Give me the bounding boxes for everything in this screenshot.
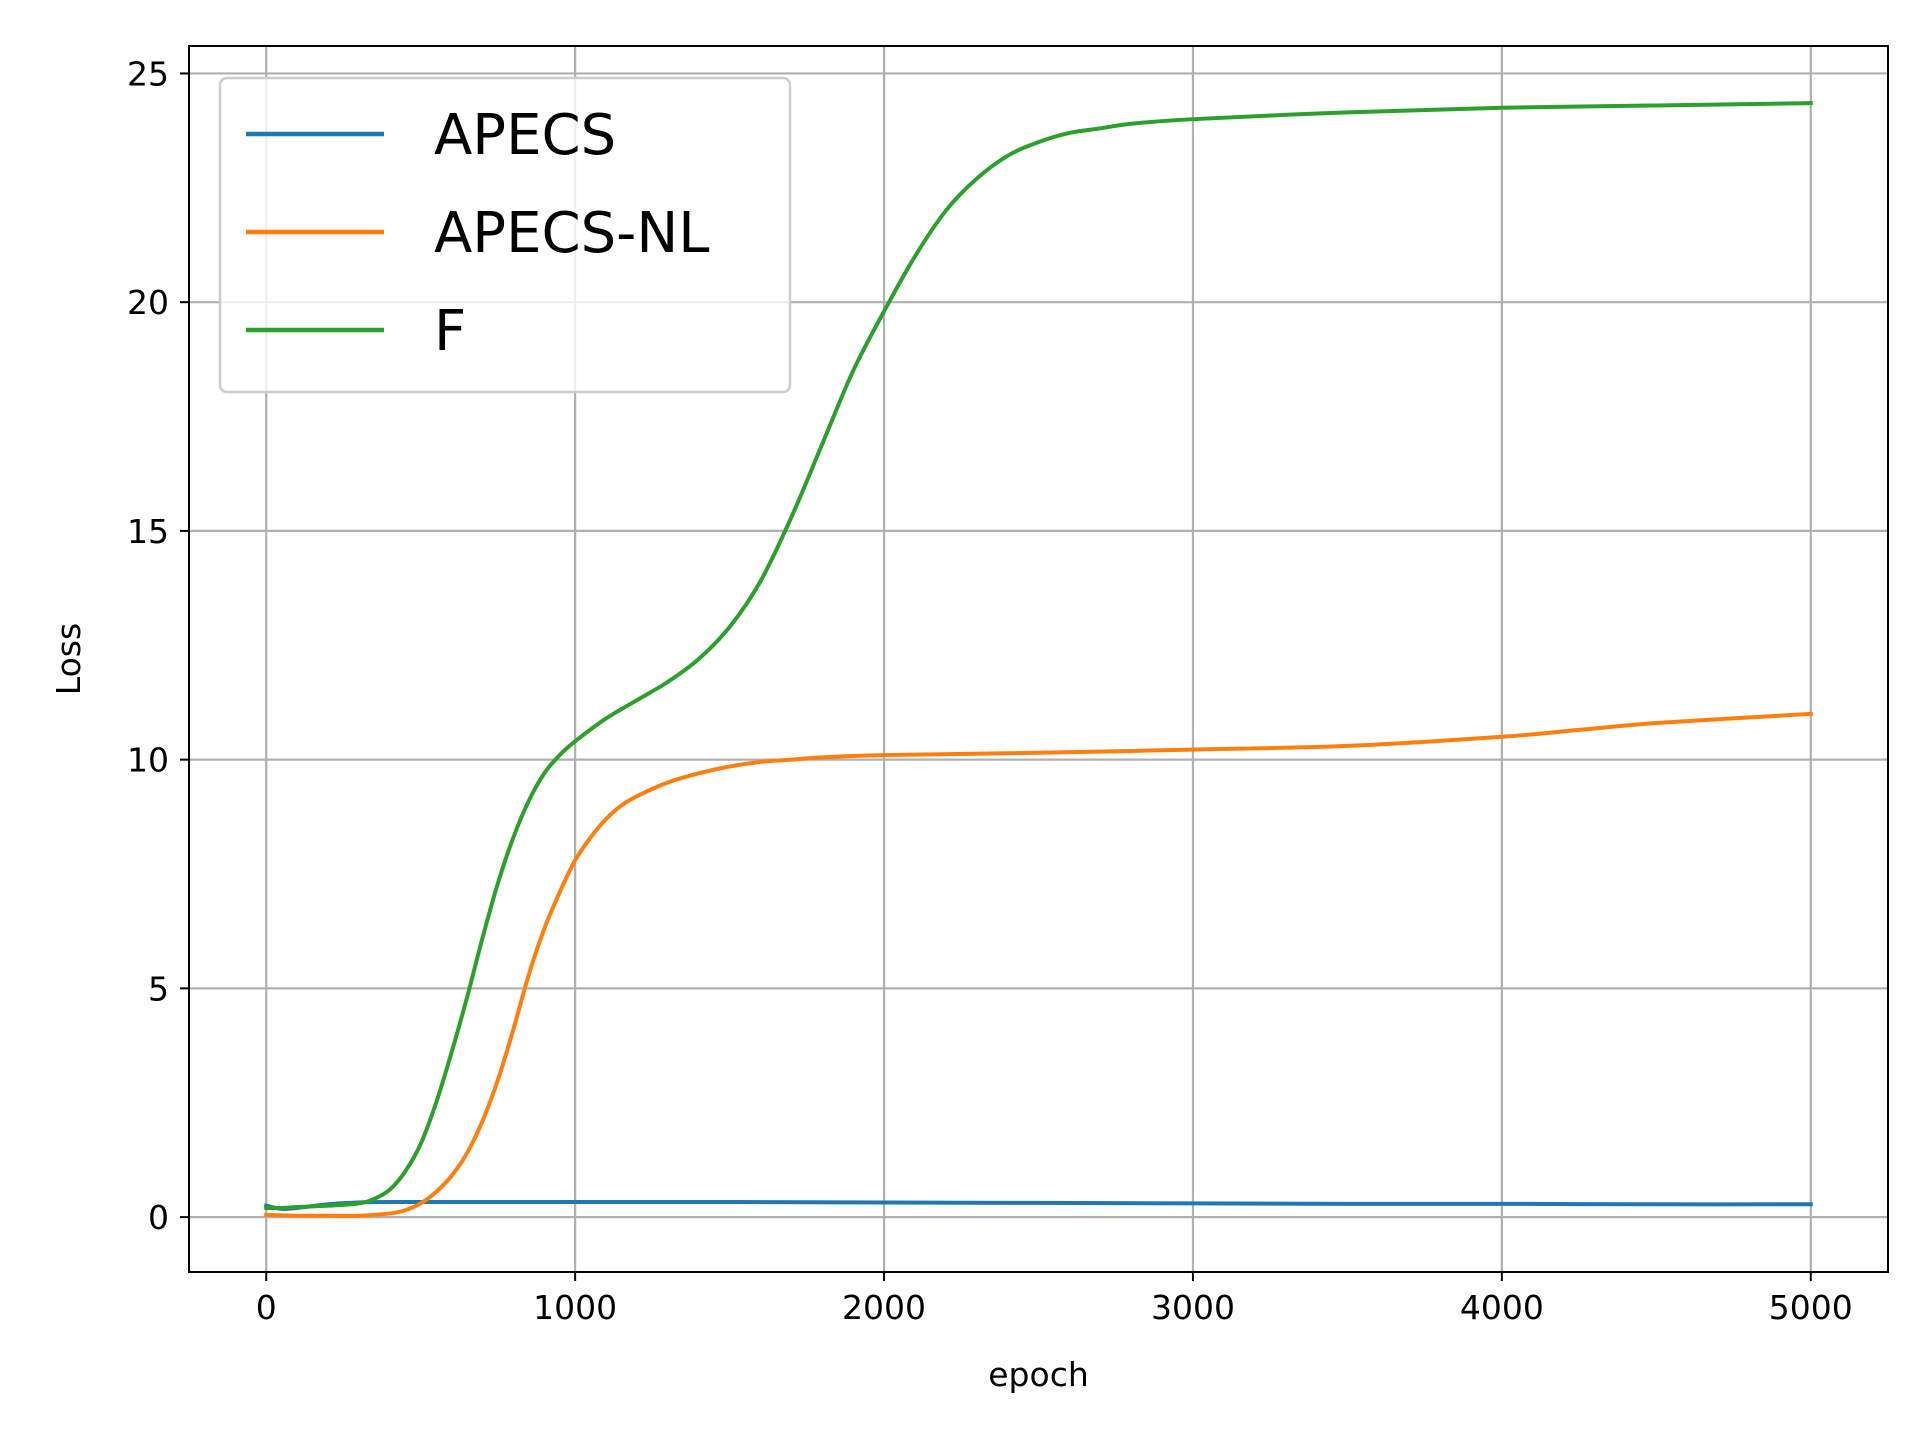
x-tick-label: 2000 [842, 1288, 926, 1327]
y-axis-ticks: 0 5 10 15 20 25 [127, 54, 189, 1237]
y-tick-label: 25 [127, 54, 169, 93]
y-tick-label: 5 [148, 969, 169, 1008]
y-tick-label: 15 [127, 512, 169, 551]
legend-label-f: F [434, 299, 466, 364]
x-tick-label: 5000 [1769, 1288, 1853, 1327]
x-tick-label: 3000 [1151, 1288, 1235, 1327]
grid [189, 46, 1888, 1272]
x-tick-label: 0 [256, 1288, 277, 1327]
plot-frame [188, 45, 1889, 1273]
x-axis-label: epoch [988, 1355, 1089, 1394]
y-tick-label: 0 [148, 1198, 169, 1237]
series-line-apecs-nl [264, 711, 1813, 1218]
legend-box [218, 76, 792, 394]
series-lines [263, 101, 1813, 1218]
legend: APECS APECS-NL F [218, 76, 792, 394]
legend-label-apecs: APECS [434, 103, 616, 168]
x-tick-label: 4000 [1460, 1288, 1544, 1327]
x-axis-ticks: 0 1000 2000 3000 4000 5000 [256, 1272, 1853, 1327]
legend-entries: APECS APECS-NL F [246, 103, 709, 364]
legend-label-apecs-nl: APECS-NL [434, 201, 709, 266]
y-axis-label: Loss [49, 623, 88, 695]
y-tick-label: 10 [127, 741, 169, 780]
series-line-f [264, 101, 1813, 1211]
x-tick-label: 1000 [533, 1288, 617, 1327]
y-tick-label: 20 [127, 283, 169, 322]
